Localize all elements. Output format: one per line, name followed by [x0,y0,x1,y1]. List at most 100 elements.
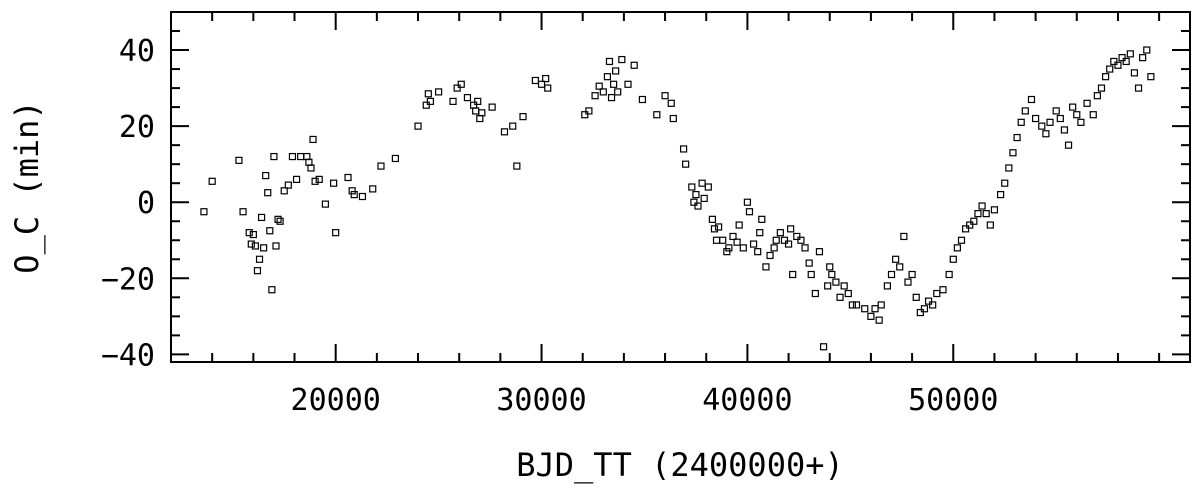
data-point [1017,118,1025,126]
data-point [780,236,789,244]
data-point [661,92,669,100]
data-point [714,223,723,231]
data-point [912,293,920,301]
data-point [303,152,311,161]
plot-frame [170,11,1191,363]
data-point [828,270,836,279]
data-point [1021,107,1029,115]
data-point [1110,57,1118,66]
data-point [887,270,896,279]
data-point [542,74,550,83]
data-point [1126,50,1134,58]
data-point [377,162,385,170]
data-point [350,191,358,199]
data-point [933,289,941,298]
data-point [1046,118,1054,126]
data-point [797,236,805,244]
data-point [591,92,599,100]
data-point [200,208,208,216]
data-point [807,270,815,279]
data-point [789,270,797,279]
data-point [700,194,708,203]
y-tick-label: 40 [119,34,155,69]
data-point [719,236,727,244]
data-point [848,301,856,309]
data-point [470,101,478,109]
data-point [708,215,717,223]
data-points [200,46,1155,351]
data-point [463,93,472,102]
data-point [453,84,461,92]
data-point [1143,46,1151,54]
data-point [945,270,953,279]
data-point [1042,130,1050,138]
x-tick-label: 50000 [908,383,998,418]
data-point [1130,69,1139,77]
data-point [787,225,795,233]
data-point [414,122,422,130]
data-point [1009,149,1017,157]
data-point [457,80,465,88]
data-point [531,76,539,85]
data-point [819,343,828,351]
data-point [896,263,904,271]
data-point [793,232,801,241]
data-point [832,278,840,286]
data-point [422,101,430,109]
data-point [315,175,323,183]
data-point [609,80,618,88]
data-point [449,97,457,106]
data-point [245,229,253,237]
data-point [916,308,924,317]
data-point [249,230,257,239]
data-point [305,158,313,166]
x-tick-label: 20000 [291,383,381,418]
data-point [826,263,834,271]
data-point [424,90,432,98]
data-point [509,122,517,130]
data-point [766,251,774,260]
data-point [688,183,696,191]
data-point [1001,179,1009,187]
data-point [725,244,733,252]
x-tick-label: 40000 [702,383,792,418]
x-tick-label: 30000 [496,383,586,418]
data-point [815,248,824,256]
data-point [264,189,272,197]
data-point [900,232,908,241]
data-point [235,156,243,164]
data-point [638,95,647,104]
data-point [694,202,702,210]
data-point [1114,61,1122,69]
data-point [309,135,317,144]
data-point [369,185,377,193]
data-point [772,236,780,244]
data-point [1005,164,1013,172]
data-point [603,73,612,81]
data-point [962,225,970,233]
data-point [391,154,399,163]
data-point [743,198,752,206]
data-point [630,61,638,69]
data-point [253,267,262,275]
data-point [276,217,284,225]
data-point [1083,99,1091,107]
data-point [284,181,292,189]
data-point [669,114,677,123]
data-point [624,80,632,88]
data-point [1052,107,1060,115]
data-point [733,238,741,246]
data-point [472,107,480,115]
data-point [1139,54,1147,62]
data-point [883,282,891,290]
data-point [824,282,832,290]
data-point [990,206,999,214]
data-point [247,240,255,248]
data-point [476,114,484,123]
data-point [749,240,758,248]
data-point [330,179,338,187]
data-point [867,312,875,320]
data-point [274,215,282,223]
data-point [754,248,762,256]
